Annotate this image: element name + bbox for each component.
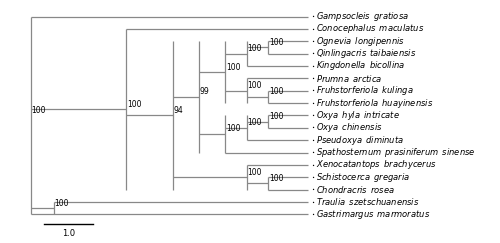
Text: 99: 99 <box>200 87 209 96</box>
Text: $\it{Gastrimargus\/}\ \it{marmoratus}$: $\it{Gastrimargus\/}\ \it{marmoratus}$ <box>316 208 430 221</box>
Text: $\bullet$: $\bullet$ <box>310 100 315 106</box>
Text: 100: 100 <box>248 81 262 90</box>
Text: $\it{Xenocatantops\/}\ \it{brachycerus}$: $\it{Xenocatantops\/}\ \it{brachycerus}$ <box>316 158 437 171</box>
Text: $\it{Kingdonella\/}\ \it{bicollina}$: $\it{Kingdonella\/}\ \it{bicollina}$ <box>316 60 406 72</box>
Text: $\bullet$: $\bullet$ <box>310 88 315 93</box>
Text: $\it{Pseudoxya\/}\ \it{diminuta}$: $\it{Pseudoxya\/}\ \it{diminuta}$ <box>316 134 404 147</box>
Text: $\it{Traulia\/}\ \it{szetschuanensis}$: $\it{Traulia\/}\ \it{szetschuanensis}$ <box>316 196 420 208</box>
Text: $\it{Chondracris\/}\ \it{rosea}$: $\it{Chondracris\/}\ \it{rosea}$ <box>316 184 395 195</box>
Text: 100: 100 <box>31 106 46 115</box>
Text: 100: 100 <box>269 174 283 183</box>
Text: $\it{Oxya\/}\ \it{chinensis}$: $\it{Oxya\/}\ \it{chinensis}$ <box>316 121 383 134</box>
Text: 94: 94 <box>173 106 183 115</box>
Text: $\bullet$: $\bullet$ <box>310 51 315 56</box>
Text: $\bullet$: $\bullet$ <box>310 39 315 44</box>
Text: $\it{Prumna\/}\ \it{arctica}$: $\it{Prumna\/}\ \it{arctica}$ <box>316 73 382 84</box>
Text: 100: 100 <box>248 44 262 53</box>
Text: 100: 100 <box>269 38 283 47</box>
Text: 100: 100 <box>248 118 262 127</box>
Text: $\it{Ognevia\/}\ \it{longipennis}$: $\it{Ognevia\/}\ \it{longipennis}$ <box>316 35 405 48</box>
Text: $\bullet$: $\bullet$ <box>310 199 315 205</box>
Text: 100: 100 <box>226 62 240 71</box>
Text: 100: 100 <box>248 168 262 177</box>
Text: $\bullet$: $\bullet$ <box>310 212 315 217</box>
Text: $\it{Oxya\/}\ \it{hyla\/}\ \it{intricate}$: $\it{Oxya\/}\ \it{hyla\/}\ \it{intricate… <box>316 109 400 122</box>
Text: $\it{Schistocerca\/}\ \it{gregaria}$: $\it{Schistocerca\/}\ \it{gregaria}$ <box>316 171 410 184</box>
Text: $\bullet$: $\bullet$ <box>310 150 315 155</box>
Text: $\it{Fruhstorferiola\/}\ \it{kulinga}$: $\it{Fruhstorferiola\/}\ \it{kulinga}$ <box>316 84 414 97</box>
Text: $\bullet$: $\bullet$ <box>310 138 315 143</box>
Text: 100: 100 <box>127 100 142 109</box>
Text: $\it{Spathosternum\/}\ \it{prasiniferum\/}\ \it{sinense}$: $\it{Spathosternum\/}\ \it{prasiniferum\… <box>316 146 476 159</box>
Text: 100: 100 <box>269 87 283 96</box>
Text: $\it{Qinlingacris\/}\ \it{taibaiensis}$: $\it{Qinlingacris\/}\ \it{taibaiensis}$ <box>316 47 416 60</box>
Text: $\bullet$: $\bullet$ <box>310 76 315 81</box>
Text: $\bullet$: $\bullet$ <box>310 174 315 180</box>
Text: 1.0: 1.0 <box>62 229 75 238</box>
Text: $\bullet$: $\bullet$ <box>310 162 315 167</box>
Text: $\it{Conocephalus\/}\ \it{maculatus}$: $\it{Conocephalus\/}\ \it{maculatus}$ <box>316 22 424 35</box>
Text: $\bullet$: $\bullet$ <box>310 125 315 130</box>
Text: $\bullet$: $\bullet$ <box>310 26 315 32</box>
Text: 100: 100 <box>54 199 69 208</box>
Text: 100: 100 <box>226 124 240 133</box>
Text: $\bullet$: $\bullet$ <box>310 187 315 192</box>
Text: $\bullet$: $\bullet$ <box>310 14 315 19</box>
Text: $\bullet$: $\bullet$ <box>310 63 315 69</box>
Text: $\it{Fruhstorferiola\/}\ \it{huayinensis}$: $\it{Fruhstorferiola\/}\ \it{huayinensis… <box>316 96 434 110</box>
Text: $\bullet$: $\bullet$ <box>310 113 315 118</box>
Text: $\it{Gampsocleis\/}\ \it{gratiosa}$: $\it{Gampsocleis\/}\ \it{gratiosa}$ <box>316 10 409 23</box>
Text: 100: 100 <box>269 112 283 121</box>
